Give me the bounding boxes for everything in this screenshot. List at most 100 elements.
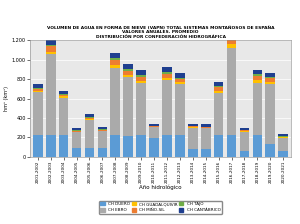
Bar	[227, 47, 236, 135]
Bar	[123, 71, 133, 75]
Bar	[46, 135, 56, 157]
Bar	[253, 136, 262, 157]
Bar	[110, 65, 120, 68]
Bar	[85, 118, 94, 119]
Bar	[59, 95, 68, 96]
Bar	[46, 52, 56, 54]
Bar	[266, 84, 275, 144]
Bar	[214, 88, 224, 91]
Bar	[110, 58, 120, 60]
Bar	[227, 34, 236, 37]
Bar	[98, 131, 107, 148]
Bar	[227, 37, 236, 44]
X-axis label: Año hidrológico: Año hidrológico	[139, 185, 182, 190]
Bar	[162, 67, 172, 72]
Bar	[188, 126, 198, 127]
Bar	[59, 94, 68, 95]
Bar	[46, 46, 56, 52]
Bar	[175, 79, 185, 82]
Bar	[136, 70, 146, 75]
Bar	[72, 130, 81, 131]
Bar	[110, 135, 120, 157]
Bar	[72, 132, 81, 148]
Bar	[214, 136, 224, 157]
Bar	[136, 136, 146, 157]
Bar	[85, 148, 94, 157]
Bar	[136, 75, 146, 77]
Bar	[188, 128, 198, 149]
Bar	[266, 144, 275, 157]
Bar	[123, 75, 133, 77]
Bar	[149, 138, 159, 157]
Bar	[175, 73, 185, 78]
Bar	[162, 74, 172, 78]
Bar	[33, 92, 43, 136]
Bar	[240, 131, 249, 151]
Bar	[98, 148, 107, 157]
Bar	[266, 78, 275, 82]
Bar	[278, 136, 288, 137]
Bar	[85, 119, 94, 121]
Bar	[33, 88, 43, 89]
Bar	[227, 44, 236, 47]
Y-axis label: hm³ (km³): hm³ (km³)	[4, 86, 9, 111]
Bar	[162, 72, 172, 74]
Bar	[175, 136, 185, 157]
Bar	[98, 127, 107, 129]
Bar	[85, 114, 94, 117]
Bar	[240, 128, 249, 130]
Bar	[123, 136, 133, 157]
Bar	[33, 89, 43, 90]
Bar	[149, 127, 159, 138]
Bar	[214, 93, 224, 136]
Bar	[175, 78, 185, 79]
Bar	[240, 151, 249, 157]
Bar	[201, 128, 211, 149]
Bar	[253, 76, 262, 80]
Bar	[46, 54, 56, 135]
Bar	[149, 125, 159, 126]
Bar	[253, 82, 262, 136]
Bar	[278, 134, 288, 136]
Bar	[266, 77, 275, 78]
Bar	[59, 98, 68, 136]
Bar	[201, 127, 211, 128]
Bar	[110, 68, 120, 135]
Bar	[214, 82, 224, 86]
Bar	[110, 53, 120, 58]
Bar	[136, 83, 146, 136]
Bar	[227, 28, 236, 34]
Bar	[59, 136, 68, 157]
Bar	[240, 130, 249, 131]
Bar	[253, 80, 262, 82]
Bar	[214, 86, 224, 88]
Bar	[201, 149, 211, 157]
Bar	[266, 73, 275, 77]
Bar	[110, 60, 120, 65]
Bar	[136, 77, 146, 81]
Bar	[98, 130, 107, 131]
Bar	[278, 137, 288, 138]
Bar	[162, 80, 172, 136]
Bar	[188, 127, 198, 128]
Bar	[72, 148, 81, 157]
Bar	[123, 69, 133, 71]
Bar	[201, 124, 211, 127]
Bar	[188, 149, 198, 157]
Title: VOLUMEN DE AGUA EN FORMA DE NIEVE (VAPN) TOTAL SISTEMAS MONTAÑOSOS DE ESPAÑA
VAL: VOLUMEN DE AGUA EN FORMA DE NIEVE (VAPN)…	[47, 25, 274, 39]
Bar	[123, 64, 133, 69]
Bar	[136, 81, 146, 83]
Bar	[214, 91, 224, 93]
Bar	[278, 138, 288, 151]
Bar	[278, 151, 288, 157]
Bar	[33, 136, 43, 157]
Bar	[59, 96, 68, 98]
Bar	[253, 70, 262, 75]
Bar	[149, 124, 159, 125]
Bar	[72, 128, 81, 130]
Bar	[59, 90, 68, 94]
Bar	[162, 136, 172, 157]
Bar	[175, 84, 185, 136]
Bar	[72, 131, 81, 132]
Legend: CH DUERO, CH EBRO, CH GUADALQUIVIR, CH MIÑO-SIL, CH TAJO, CH CANTÁBRICO: CH DUERO, CH EBRO, CH GUADALQUIVIR, CH M…	[99, 201, 222, 214]
